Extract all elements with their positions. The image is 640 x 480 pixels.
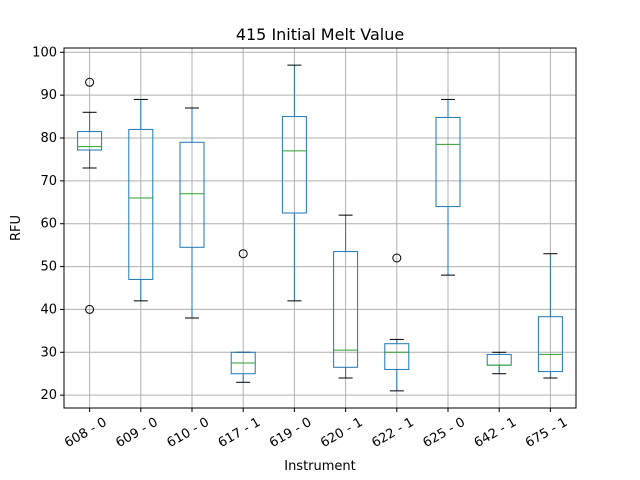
box-7 (384, 253, 410, 392)
outlier-point (392, 253, 402, 263)
y-tick-label: 60 (40, 217, 57, 232)
box-3 (179, 107, 205, 319)
iqr-box (77, 131, 103, 151)
box-10 (537, 253, 563, 379)
iqr-box (333, 251, 359, 368)
plot-frame (63, 47, 577, 409)
box-4 (230, 249, 256, 383)
outlier-point (85, 77, 95, 87)
y-tick-label: 20 (40, 388, 57, 403)
y-tick-label: 90 (40, 88, 57, 103)
x-axis-label: Instrument (284, 459, 356, 474)
iqr-box (435, 116, 461, 208)
box-5 (281, 64, 307, 302)
y-axis-label: RFU (9, 215, 24, 241)
outlier-point (85, 304, 95, 314)
box-1 (77, 77, 103, 314)
box-6 (333, 214, 359, 379)
y-tick-label: 40 (40, 302, 57, 317)
box-8 (435, 98, 461, 276)
y-tick-label: 50 (40, 260, 57, 275)
box-9 (486, 351, 512, 375)
y-tick-label: 30 (40, 345, 57, 360)
y-tick-label: 70 (40, 174, 57, 189)
iqr-box (384, 343, 410, 370)
box-2 (128, 98, 154, 302)
iqr-box (281, 116, 307, 214)
iqr-box (179, 141, 205, 248)
y-tick-label: 80 (40, 131, 57, 146)
iqr-box (128, 128, 154, 280)
outlier-point (238, 249, 248, 259)
boxes (77, 64, 563, 392)
chart-title: 415 Initial Melt Value (236, 25, 404, 44)
y-tick-label: 100 (32, 45, 57, 60)
iqr-box (537, 316, 563, 373)
